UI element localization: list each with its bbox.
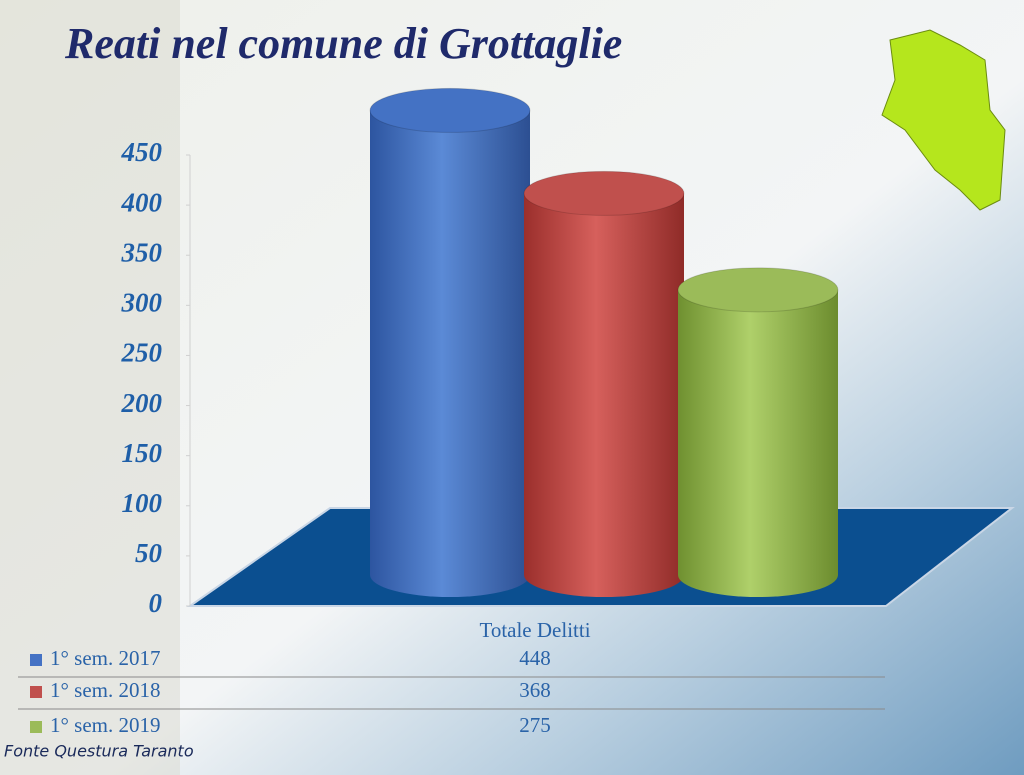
y-tick-label: 250 <box>121 338 163 368</box>
bar-top <box>369 87 531 133</box>
y-tick-label: 400 <box>121 187 163 217</box>
bar-body <box>370 110 530 597</box>
map-icon <box>881 29 1006 211</box>
background-tower <box>0 0 180 775</box>
y-tick-label: 200 <box>121 388 163 418</box>
table-value: 448 <box>519 646 551 670</box>
bar-top <box>677 267 839 313</box>
legend-swatch <box>30 721 42 733</box>
y-tick-label: 350 <box>121 237 163 267</box>
y-tick-label: 50 <box>135 538 163 568</box>
bar-body <box>678 289 838 597</box>
legend-label: 1° sem. 2017 <box>50 646 160 670</box>
y-tick-label: 300 <box>121 288 163 318</box>
y-tick-label: 100 <box>122 488 163 518</box>
y-tick-label: 0 <box>149 588 163 618</box>
bar-top <box>523 170 685 216</box>
y-tick-label: 450 <box>121 137 163 167</box>
table-value: 275 <box>519 713 551 737</box>
category-label: Totale Delitti <box>479 618 590 642</box>
chart-title: Reati nel comune di Grottaglie <box>64 19 622 68</box>
legend-label: 1° sem. 2018 <box>50 678 160 702</box>
source-note: Fonte Questura Taranto <box>4 742 194 761</box>
table-value: 368 <box>519 678 551 702</box>
legend-swatch <box>30 686 42 698</box>
legend-label: 1° sem. 2019 <box>50 713 160 737</box>
y-tick-label: 150 <box>122 438 163 468</box>
legend-swatch <box>30 654 42 666</box>
bar-body <box>524 193 684 597</box>
